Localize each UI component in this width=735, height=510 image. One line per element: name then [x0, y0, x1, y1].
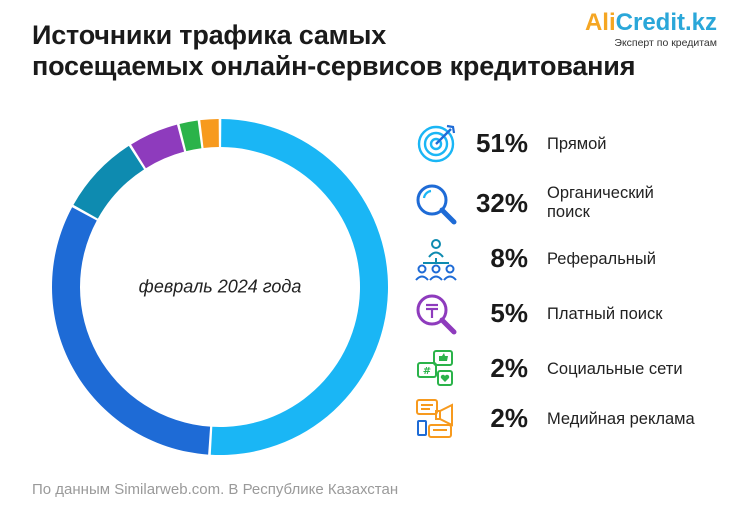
- donut-slice-5: [179, 120, 202, 152]
- media-ads-icon: [412, 395, 460, 443]
- legend-value: 5%: [490, 298, 528, 328]
- source-note: По данным Similarweb.com. В Республике К…: [32, 481, 399, 498]
- donut-slice-2: [51, 207, 211, 455]
- target-icon: [412, 120, 460, 168]
- paid-search-icon: [412, 290, 460, 338]
- legend-value: 8%: [490, 243, 528, 273]
- legend-row-6: 2% Медийная реклама: [412, 391, 732, 447]
- legend-row-3: 8% Реферальный: [412, 231, 732, 287]
- legend-value: 51%: [475, 128, 528, 158]
- legend-label: Прямой: [547, 135, 607, 153]
- legend-value: 2%: [490, 403, 528, 433]
- legend-value: 32%: [475, 188, 528, 218]
- legend-row-1: 51% Прямой: [412, 116, 732, 172]
- page-title: Источники трафика самых посещаемых онлай…: [32, 20, 635, 82]
- title-line-1: Источники трафика самых: [32, 20, 387, 50]
- logo-name-credit: Credit.kz: [615, 9, 717, 36]
- donut-center-label: февраль 2024 года: [138, 276, 302, 297]
- donut-slice-3: [73, 145, 145, 219]
- donut-slice-4: [131, 124, 185, 169]
- legend-row-2: 32% Органический поиск: [412, 176, 732, 232]
- legend-value: 2%: [490, 353, 528, 383]
- social-media-icon: #: [412, 345, 460, 393]
- legend-row-5: # 2% Социальные сети: [412, 341, 732, 397]
- logo-tagline: Эксперт по кредитам: [614, 37, 717, 49]
- logo-name-ali: Ali: [584, 9, 616, 36]
- title-line-2: посещаемых онлайн-сервисов кредитования: [32, 51, 636, 81]
- legend-label: Реферальный: [547, 250, 656, 268]
- donut-slice-6: [200, 119, 219, 148]
- legend-label: Социальные сети: [547, 360, 683, 378]
- logo-name: AliCredit.kz: [585, 10, 717, 36]
- referral-network-icon: [412, 235, 460, 283]
- donut-slice-1: [210, 119, 389, 456]
- legend-label: Платный поиск: [547, 305, 663, 323]
- legend-label: Органический поиск: [547, 184, 654, 221]
- magnifier-icon: [412, 180, 460, 228]
- legend-row-4: 5% Платный поиск: [412, 286, 732, 342]
- logo: AliCredit.kz Эксперт по кредитам: [585, 10, 717, 50]
- legend-label: Медийная реклама: [547, 410, 695, 428]
- svg-text:#: #: [423, 366, 431, 377]
